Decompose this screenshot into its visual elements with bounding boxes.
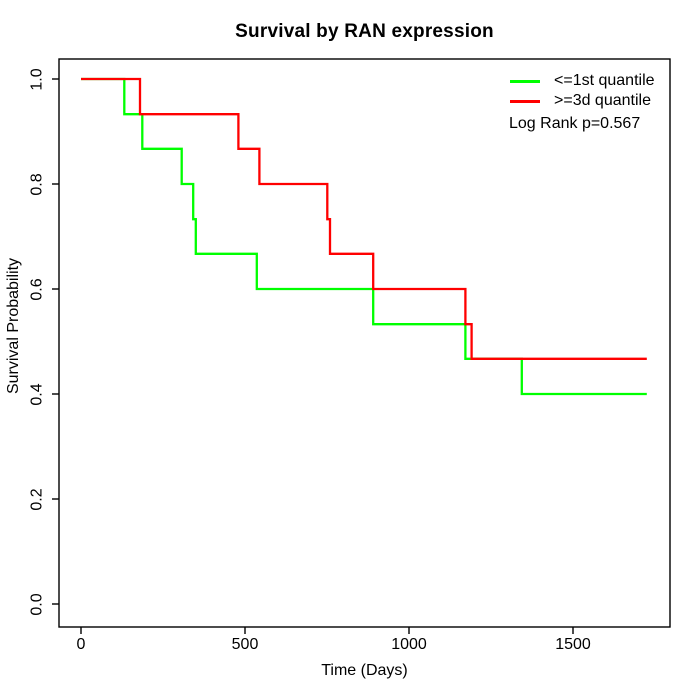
y-tick-label: 0.0	[28, 592, 46, 616]
legend-label: >=3d quantile	[554, 92, 651, 109]
plot-box	[58, 58, 671, 628]
x-axis-title: Time (Days)	[321, 662, 408, 679]
x-tick-label: 500	[231, 636, 259, 653]
legend: <=1st quantile >=3d quantile Log Rank p=…	[509, 71, 655, 132]
x-tick-label: 0	[76, 636, 86, 653]
y-tick-label: 0.2	[28, 487, 46, 511]
y-tick-label: 0.8	[28, 172, 46, 196]
x-tick-label: 1500	[555, 636, 591, 653]
y-tick-label: 0.4	[28, 382, 46, 406]
legend-item-high-expression: >=3d quantile	[510, 91, 655, 111]
km-curve-low-expression	[81, 77, 647, 396]
legend-label: <=1st quantile	[554, 72, 655, 89]
y-tick-label: 1.0	[28, 67, 46, 91]
logrank-pvalue: Log Rank p=0.567	[509, 115, 641, 132]
x-tick-label: 1000	[391, 636, 427, 653]
legend-line-red-icon	[510, 99, 540, 103]
km-curve-high-expression	[81, 77, 647, 360]
legend-line-green-icon	[510, 79, 540, 83]
legend-item-low-expression: <=1st quantile	[510, 71, 655, 91]
y-axis-title: Survival Probability	[5, 257, 22, 395]
y-tick-label: 0.6	[28, 277, 46, 301]
chart-title: Survival by RAN expression	[235, 21, 494, 42]
